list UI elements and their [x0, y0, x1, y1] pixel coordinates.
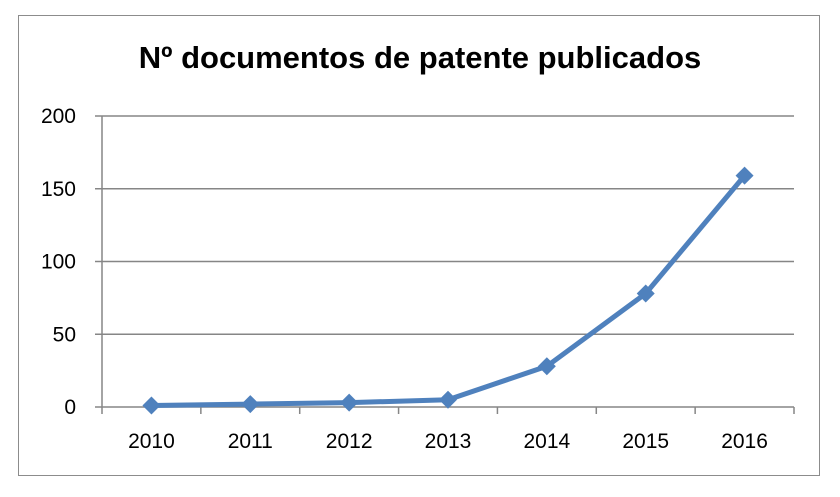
- gridlines: [102, 115, 794, 335]
- data-point-2016: [735, 166, 754, 185]
- chart-title: Nº documentos de patente publicados: [138, 40, 702, 75]
- axes: [95, 115, 795, 414]
- x-tick-label: 2014: [523, 430, 570, 453]
- data-series: [142, 166, 754, 415]
- data-point-2015: [636, 284, 655, 303]
- data-point-2010: [142, 396, 161, 415]
- y-tick-label: 100: [41, 251, 76, 274]
- data-point-2011: [241, 395, 260, 414]
- x-tick-label: 2010: [128, 430, 175, 453]
- data-point-2012: [340, 393, 359, 412]
- data-point-2014: [537, 357, 556, 376]
- series-line: [148, 173, 748, 409]
- y-tick-labels: 0 50 100 150 200: [41, 105, 76, 419]
- y-tick-label: 150: [41, 178, 76, 201]
- y-tick-label: 200: [41, 105, 76, 128]
- x-tick-label: 2015: [622, 430, 669, 453]
- data-point-2013: [439, 390, 457, 409]
- x-tick-label: 2013: [425, 430, 472, 453]
- x-tick-label: 2016: [721, 430, 768, 453]
- y-tick-label: 0: [64, 396, 76, 419]
- x-tick-labels: 2010 2011 2012 2013 2014 2015 2016: [128, 430, 768, 453]
- x-tick-label: 2011: [228, 430, 273, 453]
- x-tick-label: 2012: [326, 430, 373, 453]
- y-tick-label: 50: [53, 323, 76, 346]
